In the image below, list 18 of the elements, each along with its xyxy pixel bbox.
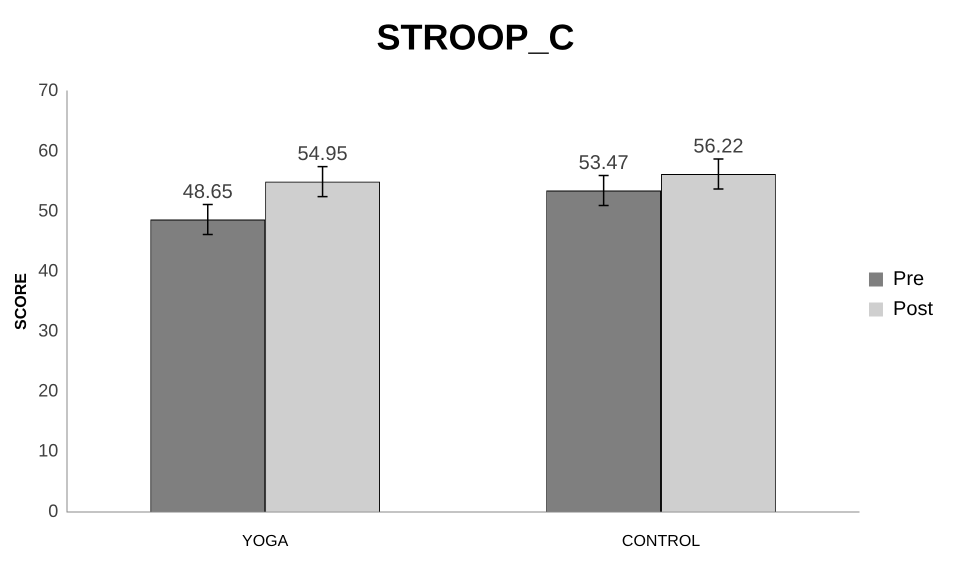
y-tick-label: 20 [38,380,58,401]
y-tick-label: 10 [38,440,58,461]
chart-title: STROOP_C [376,16,575,58]
data-label: 48.65 [182,180,233,203]
y-axis-title: SCORE [13,272,30,330]
data-label: 53.47 [578,152,629,174]
y-tick-label: 60 [38,140,58,160]
data-label: 56.22 [693,135,744,158]
x-tick-label: CONTROL [622,532,700,550]
y-tick-label: 50 [38,200,58,220]
x-tick-label: YOGA [242,532,289,550]
y-tick-label: 0 [48,500,58,521]
data-label: 54.95 [298,143,348,166]
y-tick-label: 40 [38,260,58,280]
legend-label: Post [892,298,934,320]
y-tick-label: 30 [38,320,58,341]
legend-label: Pre [892,268,924,290]
y-tick-label: 70 [38,80,58,100]
